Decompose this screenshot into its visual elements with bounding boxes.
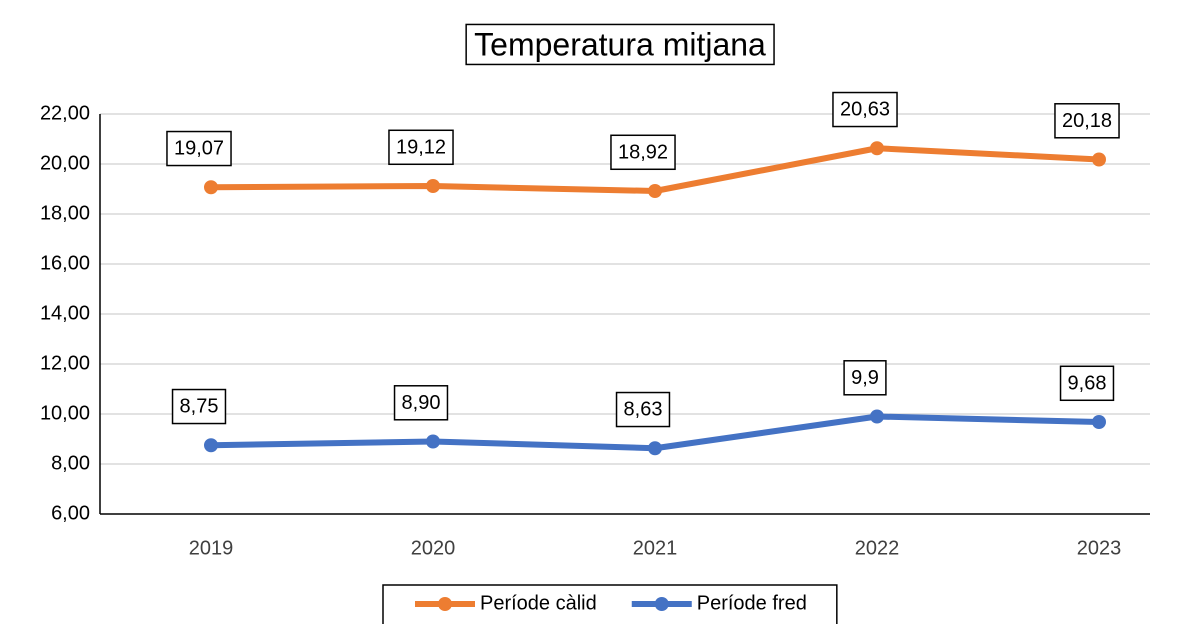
data-label: 9,68 <box>1068 372 1107 394</box>
y-tick-label: 12,00 <box>40 352 90 374</box>
x-tick-label: 2020 <box>411 537 456 559</box>
y-tick-label: 8,00 <box>51 452 90 474</box>
data-label-box <box>171 388 227 425</box>
marker <box>648 184 662 198</box>
title-box <box>465 23 775 66</box>
x-tick-label: 2023 <box>1077 537 1122 559</box>
marker <box>426 179 440 193</box>
data-label: 19,07 <box>174 138 224 160</box>
marker <box>204 438 218 453</box>
marker <box>870 409 884 424</box>
data-label: 20,18 <box>1062 110 1112 132</box>
y-tick-label: 10,00 <box>40 402 90 424</box>
data-label-box <box>843 360 887 396</box>
data-label: 20,63 <box>840 99 890 121</box>
y-tick-label: 14,00 <box>40 302 90 324</box>
data-label-box <box>1059 365 1115 402</box>
data-label-box <box>388 129 454 166</box>
chart-title: Temperatura mitjana <box>474 26 766 62</box>
data-label-box <box>393 385 449 421</box>
y-tick-label: 22,00 <box>40 102 90 124</box>
data-label-box <box>832 91 898 128</box>
marker <box>648 441 662 456</box>
legend-label: Període càlid <box>480 592 597 614</box>
data-label-box <box>1054 103 1120 139</box>
legend-marker <box>654 597 669 611</box>
x-tick-label: 2021 <box>633 537 678 559</box>
marker <box>1092 415 1106 429</box>
marker <box>870 141 884 156</box>
legend-label: Període fred <box>697 592 807 614</box>
y-tick-label: 18,00 <box>40 202 90 224</box>
data-label: 8,90 <box>402 392 441 414</box>
y-tick-label: 16,00 <box>40 252 90 274</box>
data-label-box <box>166 130 232 167</box>
data-label: 8,75 <box>180 396 219 418</box>
marker <box>426 434 440 449</box>
data-label-box <box>615 391 671 428</box>
data-label: 18,92 <box>618 141 668 163</box>
legend-marker <box>438 597 452 611</box>
x-tick-label: 2019 <box>189 537 234 559</box>
data-label: 8,63 <box>624 399 663 421</box>
data-label: 19,12 <box>396 136 446 158</box>
y-tick-label: 6,00 <box>51 502 90 524</box>
data-label-box <box>610 134 676 171</box>
x-tick-label: 2022 <box>855 537 900 559</box>
marker <box>1092 152 1106 167</box>
data-label: 9,9 <box>851 367 879 389</box>
marker <box>204 180 218 195</box>
y-tick-label: 20,00 <box>40 152 90 174</box>
